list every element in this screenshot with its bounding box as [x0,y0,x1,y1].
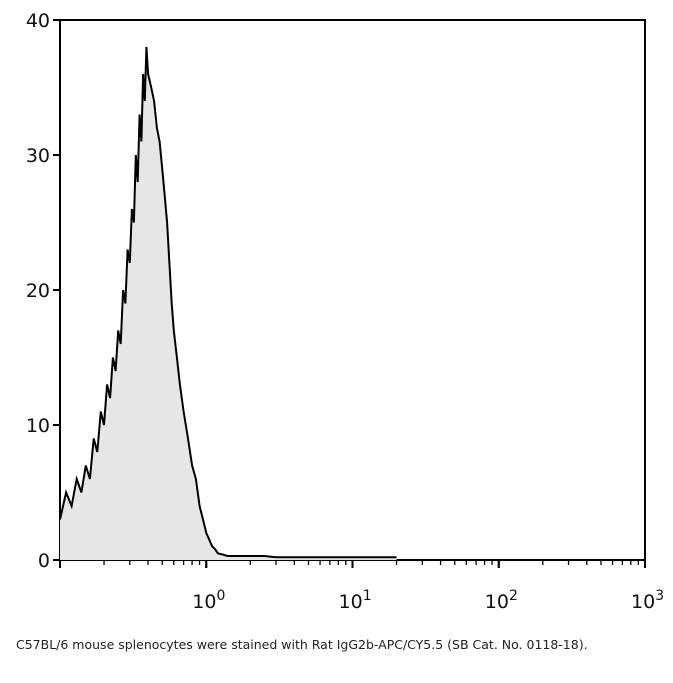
y-tick-label: 30 [26,145,50,167]
x-tick-exponent: 3 [655,588,664,604]
x-axis: 100 101 102 103 [59,560,664,613]
x-tick-base: 10 [631,591,655,613]
x-tick-base: 10 [485,591,509,613]
figure-caption: C57BL/6 mouse splenocytes were stained w… [16,637,588,652]
x-tick-exponent: 0 [216,588,225,604]
y-axis: 0 10 20 30 40 [26,10,60,572]
x-tick-base: 10 [192,591,216,613]
histogram-line [59,46,397,559]
x-tick-exponent: 1 [363,588,372,604]
x-tick-base: 10 [339,591,363,613]
y-tick-label: 40 [26,10,50,32]
x-tick-exponent: 2 [509,588,518,604]
y-tick-label: 10 [26,415,50,437]
x-tick-label: 101 [339,588,372,613]
x-tick-label: 103 [631,588,664,613]
histogram-area [60,47,397,560]
x-tick-label: 100 [192,588,225,613]
x-tick-label: 102 [485,588,518,613]
y-tick-label: 20 [26,280,50,302]
y-tick-label: 0 [38,550,50,572]
